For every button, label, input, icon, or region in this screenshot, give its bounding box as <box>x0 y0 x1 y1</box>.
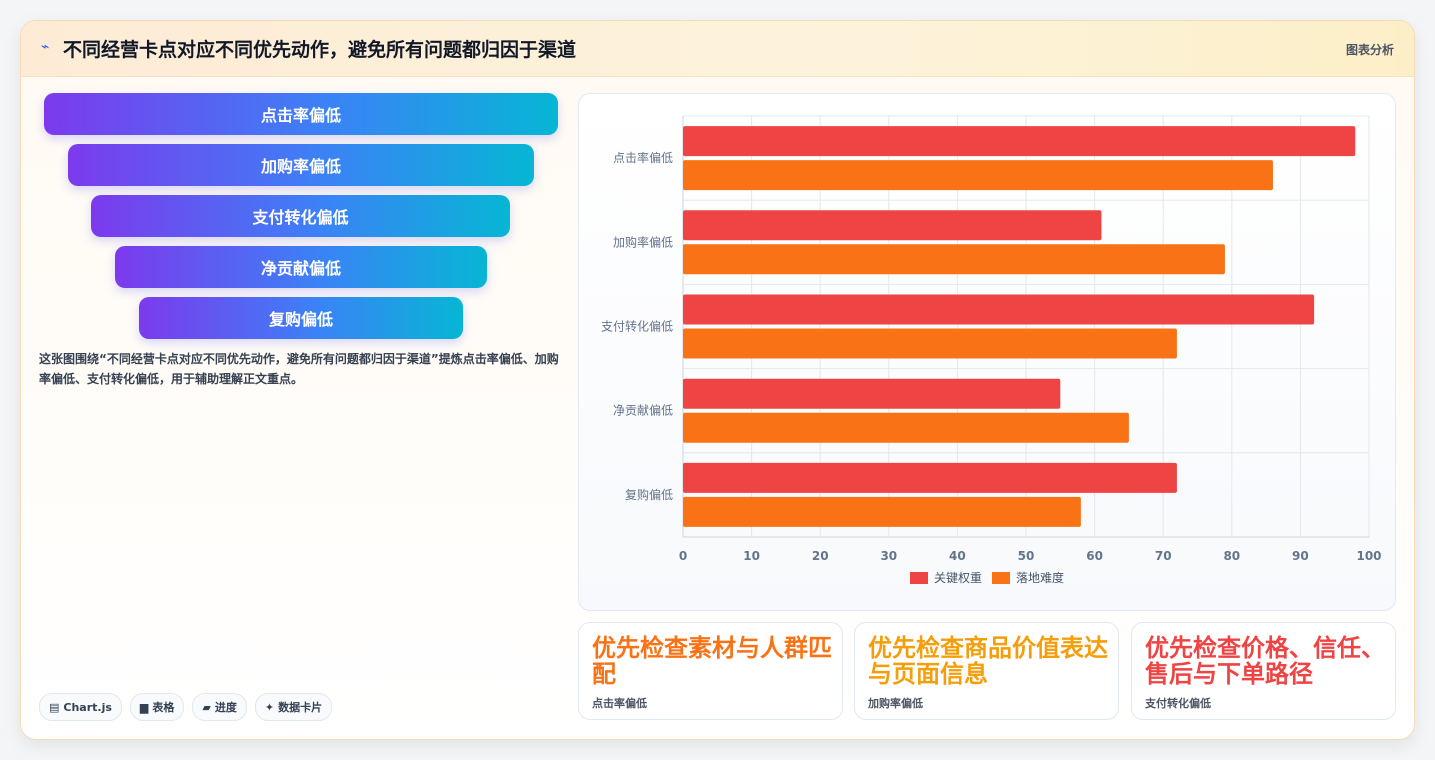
legend-swatch <box>992 572 1010 584</box>
y-tick-label: 净贡献偏低 <box>613 403 673 418</box>
bar <box>683 294 1315 325</box>
stat-value: 优先检查商品价值表达与页面信息 <box>868 634 1108 688</box>
stat-label: 支付转化偏低 <box>1145 697 1211 710</box>
stat-card: 优先检查商品价值表达与页面信息 加购率偏低 <box>854 622 1119 720</box>
chip-label: Chart.js <box>63 700 112 714</box>
chart-description: 这张图围绕“不同经营卡点对应不同优先动作，避免所有问题都归因于渠道”提炼点击率偏… <box>39 352 559 386</box>
x-tick-label: 70 <box>1155 549 1172 563</box>
funnel-step: 复购偏低 <box>139 297 463 339</box>
stat-value: 优先检查价格、信任、售后与下单路径 <box>1145 634 1385 688</box>
chip-chartjs[interactable]: ▤ Chart.js <box>39 693 122 721</box>
funnel-step-label: 复购偏低 <box>268 310 333 329</box>
funnel-step-label: 点击率偏低 <box>260 106 341 125</box>
header-tag: 图表分析 <box>1345 43 1394 57</box>
x-tick-label: 10 <box>743 549 760 563</box>
analysis-card: ⌁ 不同经营卡点对应不同优先动作，避免所有问题都归因于渠道 图表分析 点击率偏低… <box>20 20 1415 740</box>
chip-progress[interactable]: ▰ 进度 <box>192 693 247 721</box>
table-icon: ▆ <box>139 700 149 714</box>
legend-swatch <box>910 572 928 584</box>
bar <box>683 412 1129 443</box>
funnel-step-label: 净贡献偏低 <box>260 259 341 278</box>
funnel-step: 净贡献偏低 <box>115 246 487 288</box>
trend-icon: ⌁ <box>41 39 50 55</box>
bar-chart: 0 10 20 30 40 50 60 70 80 90 100 点击率偏低加购率偏低支付转化偏低净贡… <box>601 115 1382 585</box>
x-tick-label: 0 <box>679 549 687 563</box>
progress-icon: ▰ <box>202 700 211 714</box>
x-tick-label: 90 <box>1292 549 1309 563</box>
x-tick-label: 60 <box>1086 549 1103 563</box>
bar <box>683 496 1081 527</box>
y-tick-label: 点击率偏低 <box>613 150 673 165</box>
x-tick-label: 80 <box>1223 549 1240 563</box>
stat-card: 优先检查价格、信任、售后与下单路径 支付转化偏低 <box>1131 622 1396 720</box>
chip-table[interactable]: ▆ 表格 <box>129 693 185 721</box>
legend-label: 落地难度 <box>1016 570 1064 585</box>
funnel-step-label: 加购率偏低 <box>260 157 341 176</box>
y-tick-label: 复购偏低 <box>625 487 673 502</box>
chip-label: 进度 <box>214 701 237 714</box>
y-tick-label: 加购率偏低 <box>613 234 673 249</box>
x-tick-label: 40 <box>949 549 966 563</box>
x-tick-label: 100 <box>1356 549 1381 563</box>
legend-label: 关键权重 <box>934 571 982 585</box>
funnel-step: 点击率偏低 <box>44 93 558 135</box>
bar <box>683 210 1102 241</box>
chip-label: 表格 <box>152 701 175 714</box>
bar <box>683 378 1061 409</box>
card-header: ⌁ 不同经营卡点对应不同优先动作，避免所有问题都归因于渠道 图表分析 <box>21 21 1414 77</box>
stat-card: 优先检查素材与人群匹配 点击率偏低 <box>578 622 843 720</box>
bar <box>683 126 1356 157</box>
x-tick-label: 50 <box>1018 549 1035 563</box>
tech-chips: ▤ Chart.js ▆ 表格 ▰ 进度 ✦ 数据卡片 <box>39 693 333 721</box>
stat-value: 优先检查素材与人群匹配 <box>592 634 832 688</box>
chip-data-card[interactable]: ✦ 数据卡片 <box>254 693 333 721</box>
funnel-step: 加购率偏低 <box>68 144 534 186</box>
y-tick-label: 支付转化偏低 <box>601 319 673 334</box>
stat-label: 点击率偏低 <box>592 697 647 710</box>
x-tick-label: 30 <box>880 549 897 563</box>
funnel-step: 支付转化偏低 <box>91 195 510 237</box>
bar <box>683 328 1177 359</box>
bar <box>683 244 1225 275</box>
funnel-step-label: 支付转化偏低 <box>252 208 349 227</box>
bar <box>683 462 1177 493</box>
bar <box>683 160 1273 191</box>
page-title: 不同经营卡点对应不同优先动作，避免所有问题都归因于渠道 <box>63 39 577 61</box>
stat-label: 加购率偏低 <box>868 697 923 710</box>
chart-icon: ▤ <box>49 700 60 714</box>
bar-chart-panel: 0 10 20 30 40 50 60 70 80 90 100 点击率偏低加购率偏低支付转化偏低净贡… <box>578 93 1396 611</box>
x-tick-label: 20 <box>812 549 829 563</box>
chip-label: 数据卡片 <box>278 701 323 714</box>
sparkle-icon: ✦ <box>264 700 275 714</box>
